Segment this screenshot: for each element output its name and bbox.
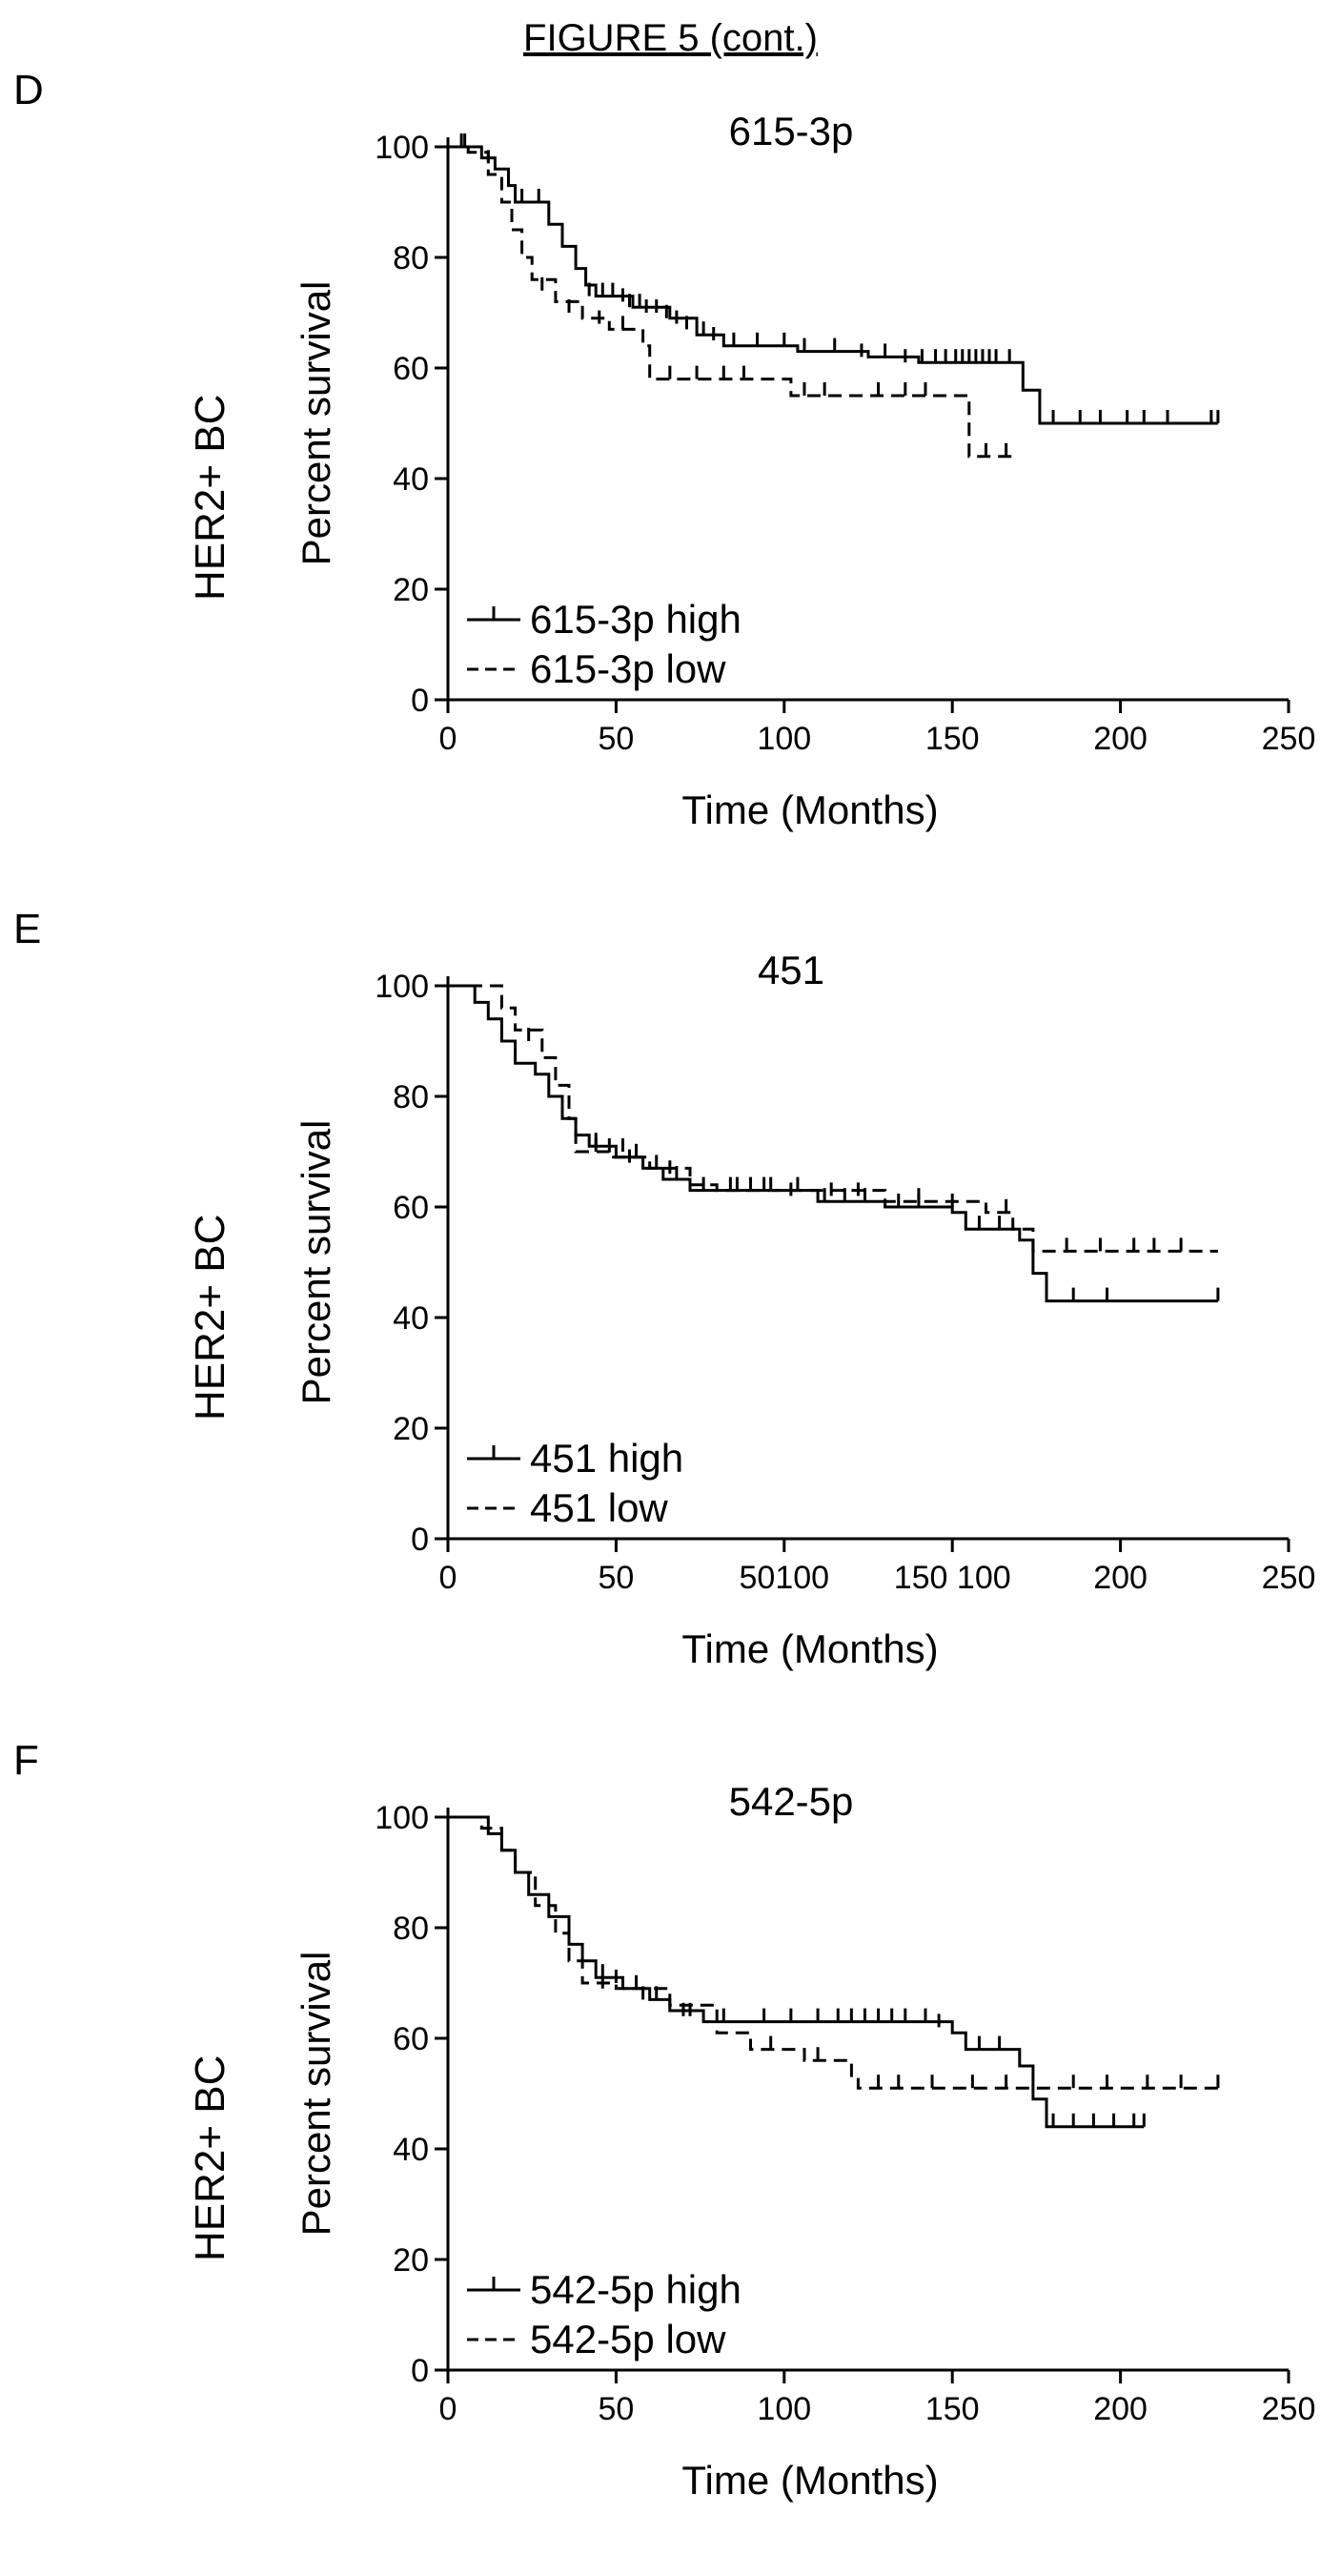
x-tick-label: 100 [757, 2391, 811, 2427]
y-tick-label: 60 [393, 351, 429, 387]
legend-label: 542-5p low [530, 2317, 726, 2361]
x-tick-label: 150 [925, 2391, 980, 2427]
survival-curve-high [448, 984, 1218, 1303]
y-tick-label: 60 [393, 2021, 429, 2057]
chart-title: 615-3p [729, 109, 854, 153]
y-axis-label: Percent survival [294, 1120, 338, 1405]
chart-title: 451 [758, 948, 824, 992]
survival-curve-high [448, 1815, 1145, 2129]
y-tick-label: 40 [393, 1300, 429, 1337]
panel-letter: E [13, 906, 42, 952]
panel-f: F HER2+ BC 0 20 40 60 80 100 0 50 100 150 200 250 54… [0, 1737, 1341, 2576]
legend-label: 451 high [530, 1436, 683, 1481]
x-tick-label: 200 [1093, 721, 1148, 757]
y-axis-label: Percent survival [294, 281, 338, 566]
y-tick-label: 20 [393, 572, 429, 608]
x-tick-label: 150 [925, 721, 980, 757]
survival-curve-low [448, 1815, 1218, 2090]
x-axis-label: Time (Months) [681, 2458, 938, 2503]
survival-curve-high [448, 145, 1218, 425]
x-tick-label: 200 [1093, 2391, 1148, 2427]
y-axis-label: Percent survival [294, 1952, 338, 2237]
y-tick-label: 0 [411, 683, 429, 719]
y-tick-label: 100 [375, 1800, 429, 1836]
panel-d: D HER2+ BC 0 20 40 60 80 100 0 50 100 150 200 250 61… [0, 67, 1341, 906]
y-tick-label: 60 [393, 1190, 429, 1226]
y-tick-label: 0 [411, 2353, 429, 2389]
x-tick-label: 50 [598, 1560, 634, 1596]
x-tick-label: 50100 [740, 1560, 830, 1596]
legend-label: 615-3p low [530, 646, 726, 691]
figure-title: FIGURE 5 (cont.) [523, 17, 818, 59]
survival-chart: 0 20 40 60 80 100 0 50 50100 150 100 200 250 451 Time… [294, 948, 1316, 1671]
survival-curve-low [448, 145, 1013, 459]
x-tick-label: 250 [1262, 1560, 1316, 1596]
chart-title: 542-5p [729, 1779, 854, 1824]
survival-chart: 0 20 40 60 80 100 0 50 100 150 200 250 542-5p Time (M… [294, 1779, 1316, 2503]
x-axis-label: Time (Months) [681, 1626, 938, 1671]
y-tick-label: 80 [393, 1079, 429, 1115]
y-tick-label: 20 [393, 1411, 429, 1447]
legend-label: 451 low [530, 1485, 668, 1530]
y-tick-label: 20 [393, 2242, 429, 2279]
survival-chart: 0 20 40 60 80 100 0 50 100 150 200 250 615-3p Time (M… [294, 109, 1316, 832]
y-tick-label: 40 [393, 2132, 429, 2168]
x-tick-label: 0 [439, 2391, 457, 2427]
panel-letter: D [13, 67, 44, 113]
y-tick-label: 40 [393, 461, 429, 498]
panel-letter: F [13, 1737, 39, 1784]
x-tick-label: 0 [439, 1560, 457, 1596]
x-tick-label: 200 [1093, 1560, 1148, 1596]
x-tick-label: 0 [439, 721, 457, 757]
x-tick-label: 50 [598, 2391, 634, 2427]
y-tick-label: 0 [411, 1522, 429, 1558]
y-tick-label: 80 [393, 240, 429, 276]
x-axis-label: Time (Months) [681, 787, 938, 832]
legend-label: 542-5p high [530, 2267, 742, 2312]
y-tick-label: 100 [375, 130, 429, 166]
y-tick-label: 80 [393, 1911, 429, 1947]
x-tick-label: 50 [598, 721, 634, 757]
legend-label: 615-3p high [530, 597, 742, 642]
x-tick-label: 100 [757, 721, 811, 757]
survival-curve-low [448, 984, 1218, 1253]
panel-e: E HER2+ BC 0 20 40 60 80 100 0 50 50100 150 100 20… [0, 906, 1341, 1745]
x-tick-label: 150 100 [894, 1560, 1011, 1596]
x-tick-label: 250 [1262, 721, 1316, 757]
x-tick-label: 250 [1262, 2391, 1316, 2427]
y-tick-label: 100 [375, 969, 429, 1005]
